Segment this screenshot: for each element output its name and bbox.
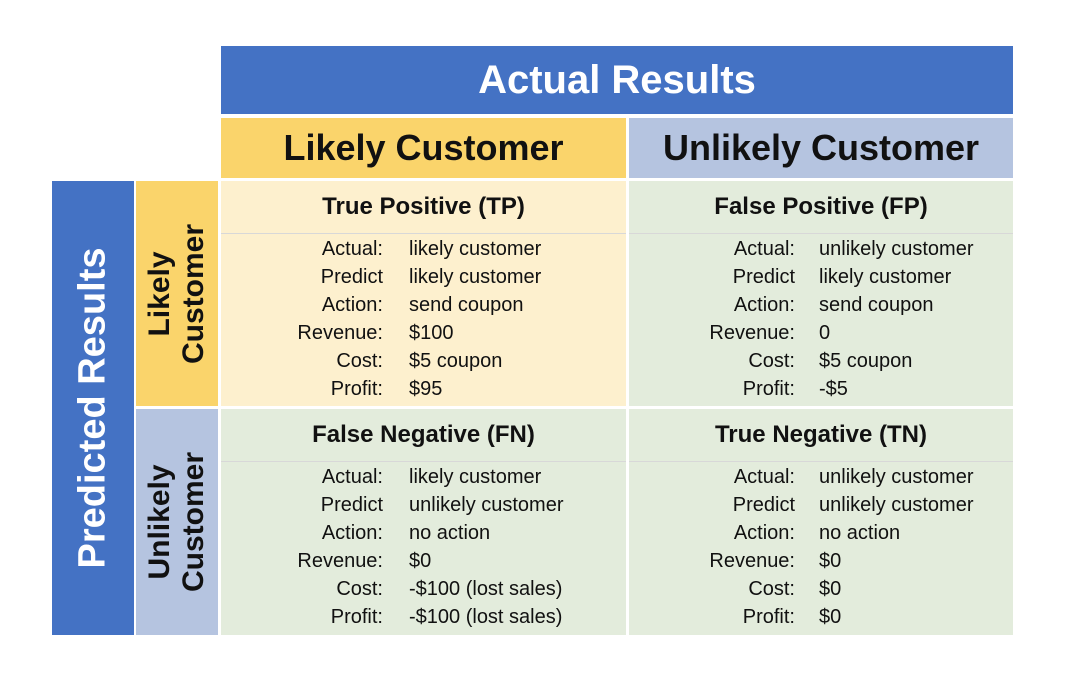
row-value: unlikely customer xyxy=(819,237,974,260)
row-value: unlikely customer xyxy=(819,465,974,488)
row-label: Actual: xyxy=(321,237,383,260)
row-header-unlikely-line2: Customer xyxy=(177,451,210,593)
cell-title: True Positive (TP) xyxy=(221,181,626,234)
cell-row-predict: Predict likely customer xyxy=(221,263,626,291)
cell-title: False Positive (FP) xyxy=(629,181,1013,234)
row-label: Predict xyxy=(732,265,795,288)
row-value: 0 xyxy=(819,321,831,344)
row-value: -$100 (lost sales) xyxy=(409,605,563,628)
row-label: Cost: xyxy=(748,349,795,372)
cell-row-predict: Predict unlikely customer xyxy=(629,491,1013,519)
cell-row-profit: Profit: -$5 xyxy=(629,375,1013,403)
row-header-unlikely-label: Unlikely Customer xyxy=(143,452,211,592)
row-label: Predict xyxy=(732,493,795,516)
cell-row-profit: Profit: $95 xyxy=(221,375,626,403)
row-value: send coupon xyxy=(819,293,934,316)
row-label: Profit: xyxy=(742,605,795,628)
row-label: Revenue: xyxy=(709,549,795,572)
row-value: likely customer xyxy=(409,237,542,260)
row-label: Actual: xyxy=(733,465,795,488)
cell-row-cost: Cost: $5 coupon xyxy=(221,347,626,375)
row-value: no action xyxy=(819,521,901,544)
predicted-results-label: Predicted Results xyxy=(71,247,114,569)
row-value: unlikely customer xyxy=(409,493,564,516)
row-value: $95 xyxy=(409,377,443,400)
cell-row-action: Action: send coupon xyxy=(221,291,626,319)
cell-row-cost: Cost: $0 xyxy=(629,575,1013,603)
cell-row-action: Action: no action xyxy=(221,519,626,547)
row-label: Cost: xyxy=(336,577,383,600)
row-value: $100 xyxy=(409,321,454,344)
row-value: $0 xyxy=(819,605,842,628)
predicted-results-header: Predicted Results xyxy=(52,181,134,635)
row-label: Actual: xyxy=(733,237,795,260)
row-header-likely-customer: Likely Customer xyxy=(136,181,218,406)
row-header-likely-label: Likely Customer xyxy=(143,223,211,363)
cell-row-cost: Cost: $5 coupon xyxy=(629,347,1013,375)
cell-title: False Negative (FN) xyxy=(221,409,626,462)
row-value: -$5 xyxy=(819,377,848,400)
row-label: Cost: xyxy=(748,577,795,600)
row-header-unlikely-customer: Unlikely Customer xyxy=(136,409,218,635)
row-value: send coupon xyxy=(409,293,524,316)
row-header-unlikely-line1: Unlikely xyxy=(143,464,176,580)
cell-row-action: Action: send coupon xyxy=(629,291,1013,319)
column-header-unlikely-customer: Unlikely Customer xyxy=(629,118,1013,178)
cell-row-cost: Cost: -$100 (lost sales) xyxy=(221,575,626,603)
cell-row-profit: Profit: $0 xyxy=(629,603,1013,631)
row-label: Revenue: xyxy=(297,549,383,572)
cell-row-revenue: Revenue: 0 xyxy=(629,319,1013,347)
row-label: Predict xyxy=(320,265,383,288)
row-label: Cost: xyxy=(336,349,383,372)
row-header-likely-line2: Customer xyxy=(177,223,210,364)
row-value: -$100 (lost sales) xyxy=(409,577,563,600)
true-positive-cell: True Positive (TP) Actual: likely custome… xyxy=(221,181,626,406)
row-value: $0 xyxy=(409,549,432,572)
row-label: Profit: xyxy=(742,377,795,400)
row-header-likely-line1: Likely xyxy=(143,250,176,337)
cell-row-profit: Profit: -$100 (lost sales) xyxy=(221,603,626,631)
row-value: $0 xyxy=(819,549,842,572)
row-label: Profit: xyxy=(330,377,383,400)
row-value: likely customer xyxy=(409,465,542,488)
cell-row-action: Action: no action xyxy=(629,519,1013,547)
row-value: no action xyxy=(409,521,491,544)
cell-row-predict: Predict likely customer xyxy=(629,263,1013,291)
cell-row-actual: Actual: unlikely customer xyxy=(629,235,1013,263)
row-label: Profit: xyxy=(330,605,383,628)
false-positive-cell: False Positive (FP) Actual: unlikely cust… xyxy=(629,181,1013,406)
column-header-likely-customer: Likely Customer xyxy=(221,118,626,178)
cell-row-revenue: Revenue: $100 xyxy=(221,319,626,347)
row-label: Action: xyxy=(321,521,383,544)
row-label: Action: xyxy=(733,521,795,544)
cell-row-revenue: Revenue: $0 xyxy=(629,547,1013,575)
actual-results-header: Actual Results xyxy=(221,46,1013,114)
row-label: Action: xyxy=(733,293,795,316)
row-label: Revenue: xyxy=(297,321,383,344)
row-label: Action: xyxy=(321,293,383,316)
true-negative-cell: True Negative (TN) Actual: unlikely custo… xyxy=(629,409,1013,635)
row-value: unlikely customer xyxy=(819,493,974,516)
row-value: $5 coupon xyxy=(409,349,503,372)
row-value: $0 xyxy=(819,577,842,600)
cell-row-actual: Actual: likely customer xyxy=(221,235,626,263)
row-label: Revenue: xyxy=(709,321,795,344)
cell-row-actual: Actual: likely customer xyxy=(221,463,626,491)
false-negative-cell: False Negative (FN) Actual: likely custom… xyxy=(221,409,626,635)
cell-row-revenue: Revenue: $0 xyxy=(221,547,626,575)
row-label: Actual: xyxy=(321,465,383,488)
cell-title: True Negative (TN) xyxy=(629,409,1013,462)
cell-row-actual: Actual: unlikely customer xyxy=(629,463,1013,491)
row-value: likely customer xyxy=(819,265,952,288)
row-value: $5 coupon xyxy=(819,349,913,372)
row-value: likely customer xyxy=(409,265,542,288)
cell-row-predict: Predict unlikely customer xyxy=(221,491,626,519)
row-label: Predict xyxy=(320,493,383,516)
